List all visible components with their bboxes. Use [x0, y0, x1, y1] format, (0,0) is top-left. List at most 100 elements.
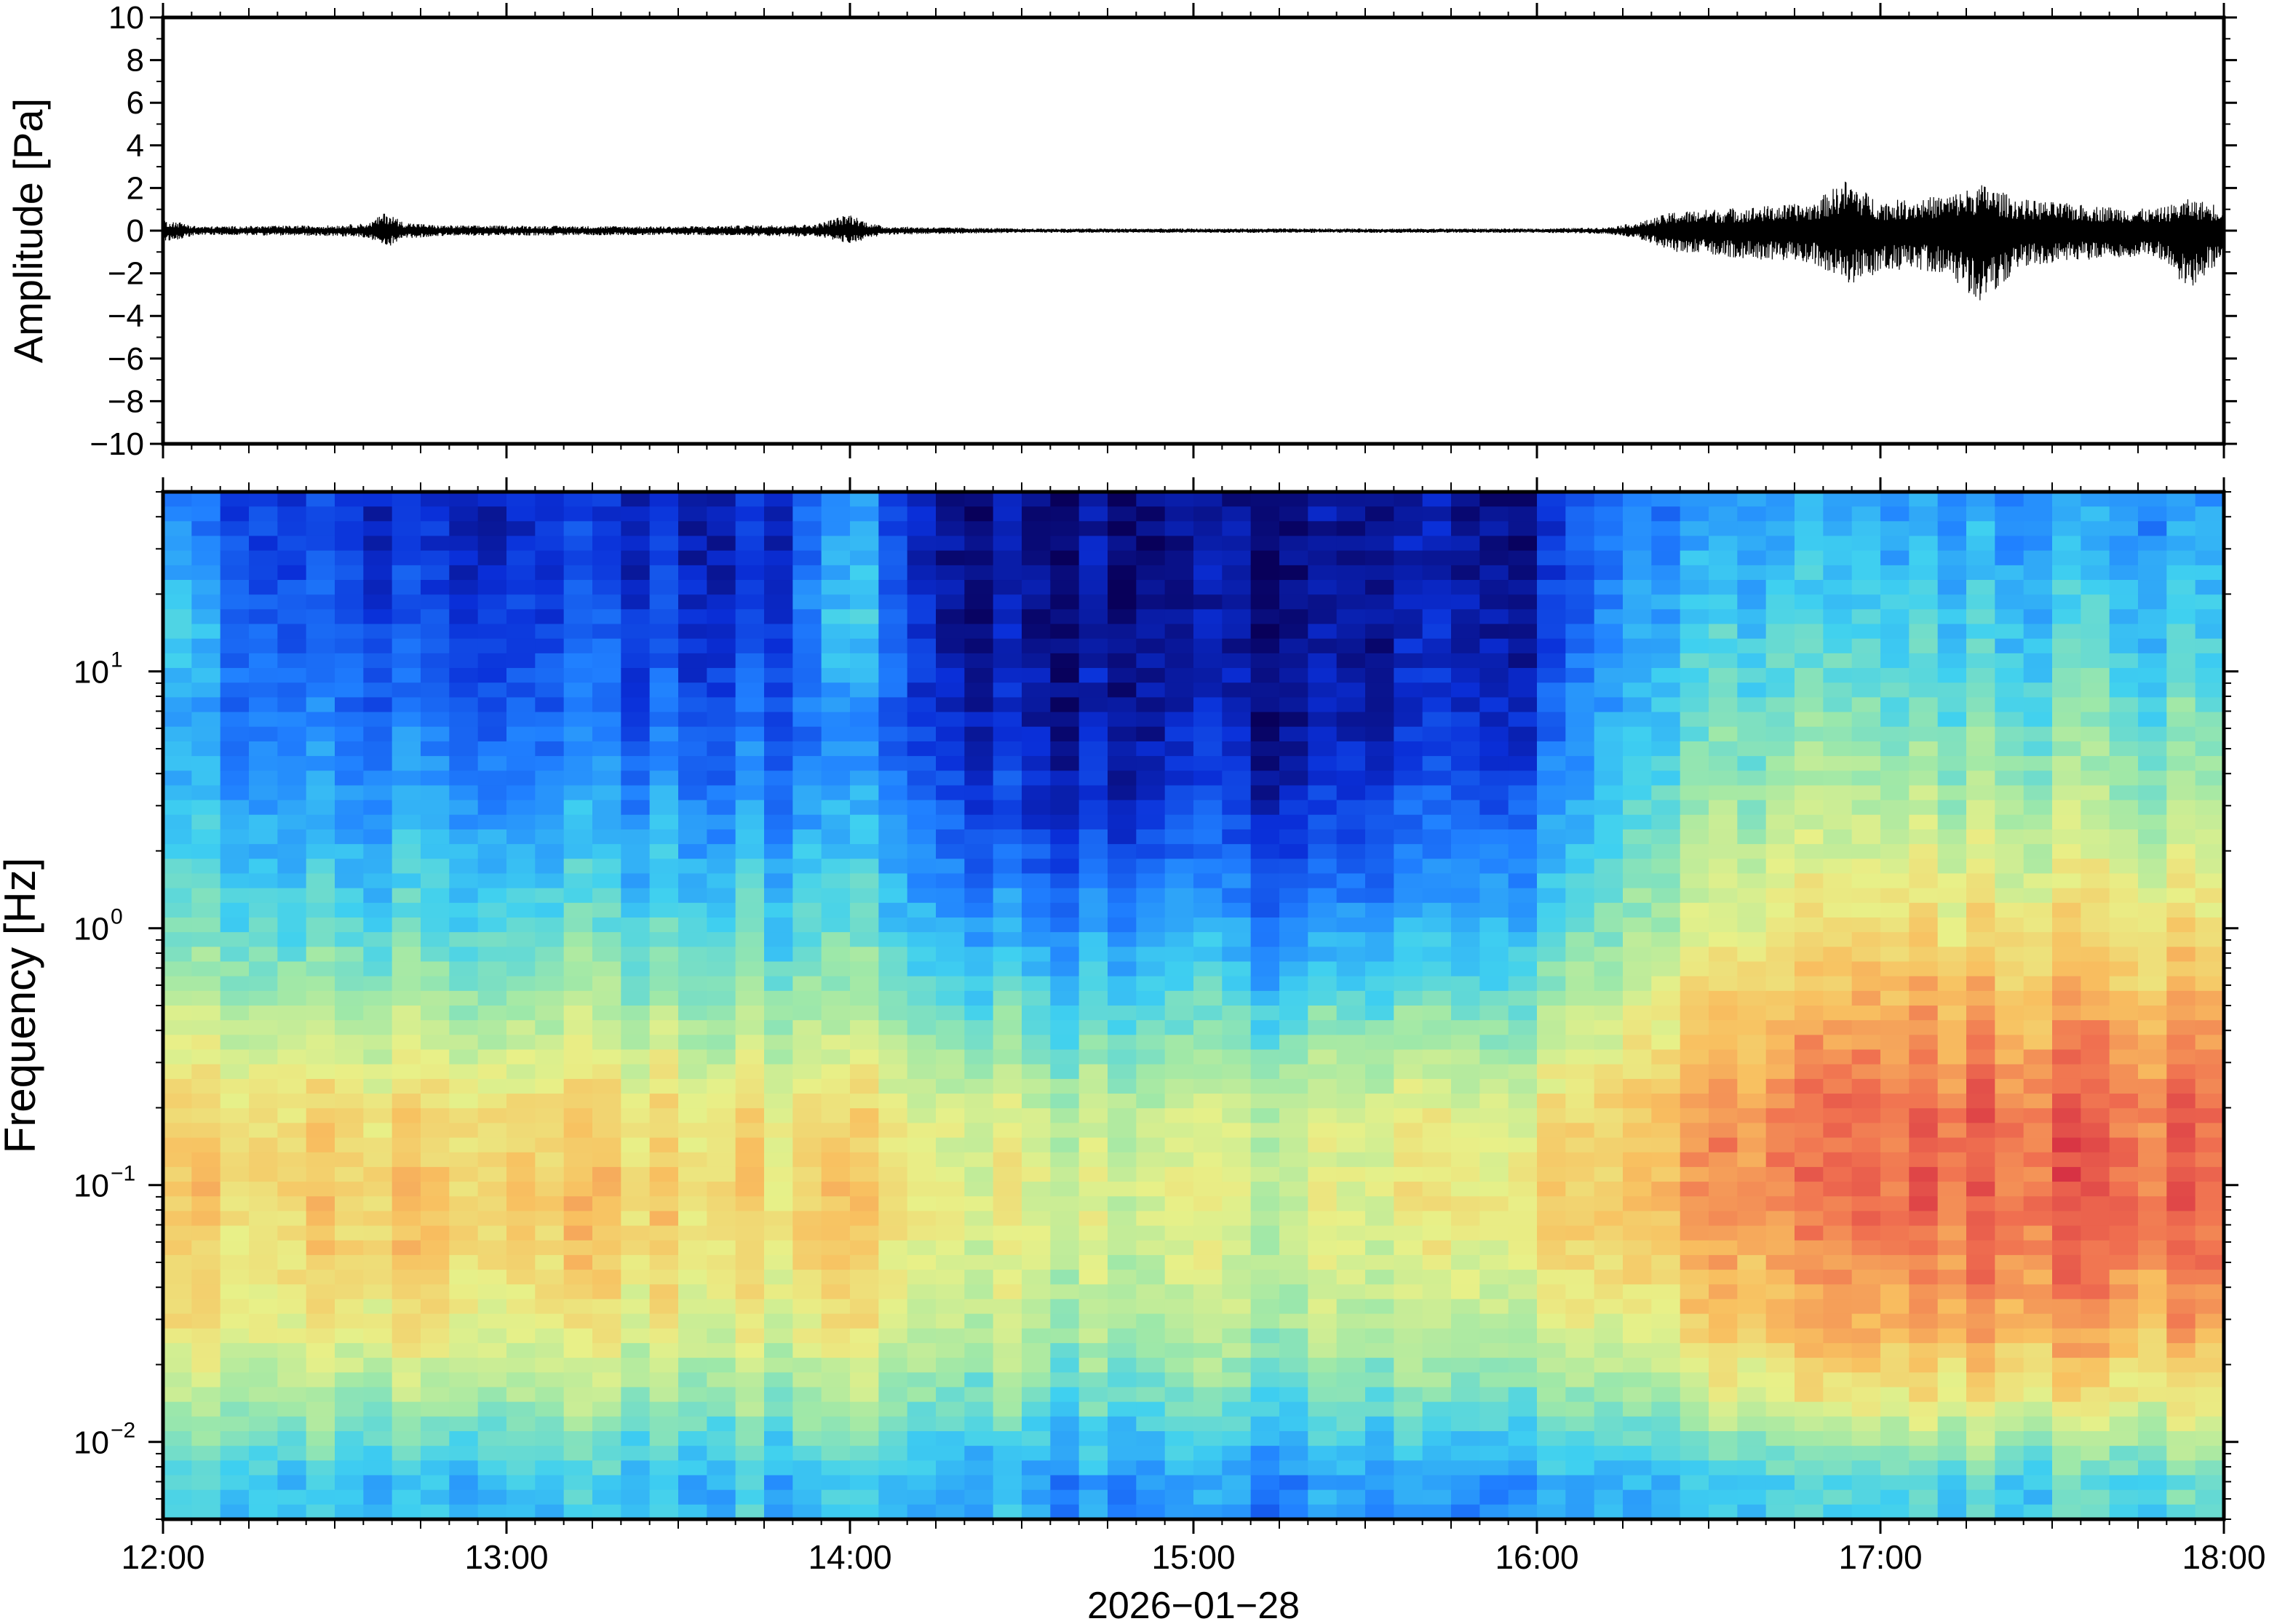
spectrogram-cell: [2052, 653, 2082, 669]
spectrogram-cell: [1651, 1225, 1681, 1241]
spectrogram-cell: [792, 785, 822, 801]
spectrogram-cell: [449, 550, 479, 566]
spectrogram-cell: [2052, 565, 2082, 581]
spectrogram-cell: [163, 1446, 193, 1462]
spectrogram-cell: [621, 961, 651, 977]
spectrogram-cell: [2052, 873, 2082, 889]
spectrogram-cell: [1594, 976, 1624, 992]
spectrogram-cell: [907, 990, 937, 1006]
spectrogram-cell: [2081, 1166, 2110, 1182]
spectrogram-cell: [163, 1270, 193, 1286]
spectrogram-cell: [1937, 1416, 1967, 1432]
spectrogram-cell: [764, 888, 794, 904]
spectrogram-cell: [1995, 1299, 2024, 1315]
spectrogram-cell: [306, 1284, 335, 1300]
spectrogram-cell: [707, 1475, 736, 1491]
spectrogram-cell: [1451, 1284, 1481, 1300]
spectrogram-cell: [1851, 521, 1881, 537]
spectrogram-cell: [535, 580, 565, 595]
spectrogram-cell: [163, 741, 193, 757]
spectrogram-cell: [2052, 1094, 2082, 1109]
spectrogram-cell: [792, 800, 822, 816]
spectrogram-cell: [850, 741, 880, 757]
spectrogram-cell: [1880, 1166, 1910, 1182]
spectrogram-cell: [850, 697, 880, 713]
spectrogram-cell: [1479, 697, 1509, 713]
spectrogram-cell: [1394, 1313, 1423, 1329]
spectrogram-cell: [1422, 771, 1452, 787]
spectrogram-cell: [1651, 712, 1681, 728]
spectrogram-cell: [707, 506, 736, 522]
spectrogram-cell: [1451, 1504, 1481, 1519]
spectrogram-cell: [249, 1211, 279, 1227]
spectrogram-cell: [2081, 565, 2110, 581]
spectrogram-cell: [277, 1446, 307, 1462]
spectrogram-cell: [1565, 947, 1595, 963]
spectrogram-cell: [735, 1182, 765, 1198]
spectrogram-cell: [764, 1137, 794, 1153]
spectrogram-cell: [1394, 1078, 1423, 1094]
spectrogram-cell: [678, 1328, 708, 1344]
spectrogram-cell: [792, 506, 822, 522]
spectrogram-cell: [1164, 1254, 1194, 1270]
spectrogram-cell: [535, 888, 565, 904]
spectrogram-cell: [1680, 756, 1709, 772]
spectrogram-cell: [1508, 1270, 1538, 1286]
spectrogram-cell: [1508, 624, 1538, 640]
spectrogram-cell: [1479, 1064, 1509, 1080]
spectrogram-cell: [1250, 1504, 1280, 1519]
spectrogram-cell: [1394, 624, 1423, 640]
spectrogram-cell: [649, 961, 679, 977]
spectrogram-cell: [477, 771, 507, 787]
spectrogram-cell: [850, 859, 880, 875]
spectrogram-cell: [1594, 712, 1624, 728]
spectrogram-cell: [163, 653, 193, 669]
spectrogram-cell: [1022, 536, 1052, 552]
spectrogram-cell: [1136, 1094, 1166, 1109]
spectrogram-cell: [1308, 814, 1338, 830]
spectrogram-cell: [449, 990, 479, 1006]
spectrogram-cell: [1164, 1446, 1194, 1462]
spectrogram-cell: [1623, 1328, 1653, 1344]
spectrogram-cell: [707, 1078, 736, 1094]
spectrogram-cell: [1250, 1299, 1280, 1315]
spectrogram-cell: [1022, 668, 1052, 684]
spectrogram-cell: [1651, 1460, 1681, 1476]
spectrogram-cell: [1108, 888, 1137, 904]
spectrogram-cell: [1250, 1182, 1280, 1198]
spectrogram-cell: [1995, 902, 2024, 918]
spectrogram-cell: [220, 1108, 250, 1124]
spectrogram-cell: [1136, 594, 1166, 610]
spectrogram-cell: [936, 1475, 966, 1491]
spectrogram-cell: [1451, 1475, 1481, 1491]
spectrogram-cell: [1651, 1108, 1681, 1124]
spectrogram-cell: [363, 1123, 393, 1139]
spectrogram-cell: [1880, 1430, 1910, 1446]
spectrogram-cell: [1108, 1006, 1137, 1021]
spectrogram-cell: [191, 609, 221, 625]
spectrogram-cell: [506, 859, 536, 875]
spectrogram-cell: [1651, 609, 1681, 625]
spectrogram-cell: [1336, 1342, 1366, 1358]
spectrogram-cell: [1078, 492, 1108, 507]
spectrogram-cell: [1078, 917, 1108, 933]
spectrogram-cell: [2023, 550, 2053, 566]
spectrogram-cell: [1365, 756, 1395, 772]
spectrogram-cell: [535, 902, 565, 918]
spectrogram-cell: [1279, 1504, 1309, 1519]
spectrogram-cell: [163, 1225, 193, 1241]
spectrogram-cell: [1909, 697, 1939, 713]
spectrogram-cell: [1565, 1196, 1595, 1212]
spectrogram-cell: [2052, 1387, 2082, 1403]
spectrogram-cell: [1765, 697, 1795, 713]
spectrogram-cell: [306, 712, 335, 728]
spectrogram-cell: [792, 653, 822, 669]
spectrogram-cell: [792, 873, 822, 889]
spectrogram-cell: [191, 1313, 221, 1329]
spectrogram-cell: [1050, 1196, 1080, 1212]
spectrogram-cell: [363, 697, 393, 713]
spectrogram-cell: [1823, 1211, 1853, 1227]
spectrogram-cell: [335, 1064, 365, 1080]
spectrogram-cell: [735, 536, 765, 552]
